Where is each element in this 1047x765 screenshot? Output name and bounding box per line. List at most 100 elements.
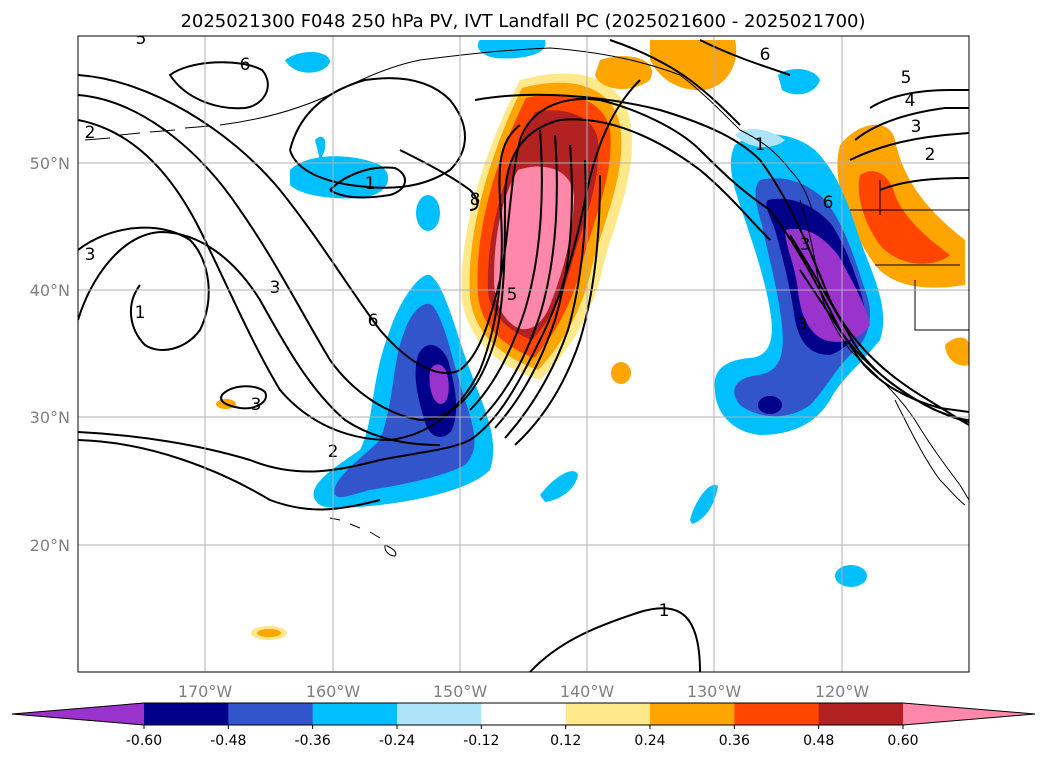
positive-region-interior [858, 171, 950, 264]
contour-line [869, 89, 969, 109]
contour-line [168, 61, 269, 110]
negative-blob [315, 136, 326, 160]
contour-line [469, 129, 543, 411]
contour-label: 3 [85, 245, 96, 265]
map-frame [77, 35, 970, 673]
coastline-baja [894, 399, 966, 506]
contour-label: 3 [911, 117, 922, 137]
lon-tick-label: 130°W [687, 682, 742, 701]
negative-blob [416, 195, 440, 231]
colorbar-segment [397, 703, 482, 725]
contour-label: 1 [755, 135, 766, 155]
lon-tick-label: 120°W [815, 682, 870, 701]
us-border [850, 180, 969, 331]
contour-label: 5 [507, 285, 518, 305]
negative-blob [758, 396, 782, 414]
contour-label: 3 [800, 235, 811, 255]
colorbar: -0.60 -0.48 -0.36 -0.24 -0.12 0.12 0.24 0.36 0.4… [11, 702, 1036, 749]
colorbar-tick-label: -0.24 [379, 733, 415, 749]
contour-line [854, 107, 969, 141]
colorbar-segment [312, 703, 398, 725]
colorbar-tick-label: -0.48 [210, 733, 246, 749]
contour-label: 1 [659, 601, 670, 621]
colorbar-tick-label: -0.60 [126, 733, 162, 749]
contour-line [514, 174, 601, 446]
colorbar-tick-label: 0.36 [719, 733, 750, 749]
contour-label: 1 [365, 174, 376, 194]
contour-label: 6 [368, 311, 379, 331]
contour-line [879, 177, 969, 191]
colorbar-tick-label: 0.24 [634, 733, 665, 749]
lon-tick-labels: 170°W 160°W 150°W 140°W 130°W 120°W [178, 682, 870, 701]
negative-blob [690, 484, 718, 524]
contour-line [504, 159, 587, 439]
contour-label: 3 [270, 278, 281, 298]
colorbar-tick-label: 0.60 [887, 733, 918, 749]
negative-blob [477, 40, 546, 59]
contour-line [399, 149, 479, 211]
negative-region-western [429, 364, 449, 404]
colorbar-segment [734, 703, 820, 725]
lon-tick-label: 160°W [306, 682, 361, 701]
contour-label: 6 [760, 45, 771, 65]
contour-line [220, 385, 267, 410]
colorbar-tick-label: 0.48 [803, 733, 834, 749]
figure-title: 2025021300 F048 250 hPa PV, IVT Landfall… [180, 11, 865, 32]
positive-region-alaska [595, 56, 652, 90]
negative-blob [540, 471, 578, 502]
positive-region-interior [945, 337, 969, 366]
colorbar-segment [565, 703, 651, 725]
contour-label: 2 [85, 123, 96, 143]
positive-blob [611, 362, 631, 384]
lat-tick-label: 30°N [30, 408, 70, 427]
contour-line [78, 230, 441, 446]
negative-blob [835, 565, 867, 587]
positive-region-alaska [650, 40, 737, 91]
lat-tick-label: 40°N [30, 281, 70, 300]
contour-label: 6 [823, 193, 834, 213]
contour-line [494, 144, 573, 429]
colorbar-segment [481, 703, 567, 725]
contour-labels: 5 6 6 5 4 3 2 2 1 3 3 6 1 8 5 6 3 3 2 1 [85, 29, 936, 621]
contour-label: 5 [901, 68, 912, 88]
contour-line [789, 234, 969, 421]
pv-contours [78, 39, 969, 672]
gridlines [78, 36, 969, 672]
contour-line [78, 119, 521, 442]
contour-line [78, 74, 771, 375]
contour-label: 4 [905, 91, 916, 111]
positive-blob [257, 629, 281, 637]
lon-tick-label: 170°W [178, 682, 233, 701]
colorbar-segment [818, 703, 904, 725]
colorbar-extend-high [903, 703, 1035, 725]
negative-blob [285, 51, 330, 73]
positive-region-central [494, 166, 575, 330]
contour-label: 8 [470, 190, 481, 210]
contour-line [78, 439, 381, 511]
colorbar-segment [650, 703, 735, 725]
contour-line [799, 269, 969, 413]
colorbar-segment [228, 703, 314, 725]
colorbar-extend-low [12, 703, 144, 725]
contour-line [289, 77, 466, 189]
aleutian-islands [84, 125, 211, 141]
contour-label: 3 [797, 315, 808, 335]
hawaiian-islands [329, 517, 397, 557]
contour-line [699, 39, 791, 76]
colorbar-tick-label: -0.12 [463, 733, 499, 749]
contour-label: 1 [135, 303, 146, 323]
contour-line [78, 94, 771, 422]
contour-line [849, 132, 969, 161]
contour-label: 3 [251, 395, 262, 415]
contour-line [529, 607, 701, 672]
contour-line [329, 166, 406, 199]
lat-tick-labels: 50°N 40°N 30°N 20°N [30, 154, 70, 555]
contour-label: 5 [136, 29, 147, 49]
contour-line [479, 134, 558, 421]
colorbar-tick-label: -0.36 [295, 733, 331, 749]
contour-label: 2 [925, 145, 936, 165]
lat-tick-label: 20°N [30, 536, 70, 555]
lon-tick-label: 140°W [560, 682, 615, 701]
colorbar-tick-label: 0.12 [550, 733, 581, 749]
